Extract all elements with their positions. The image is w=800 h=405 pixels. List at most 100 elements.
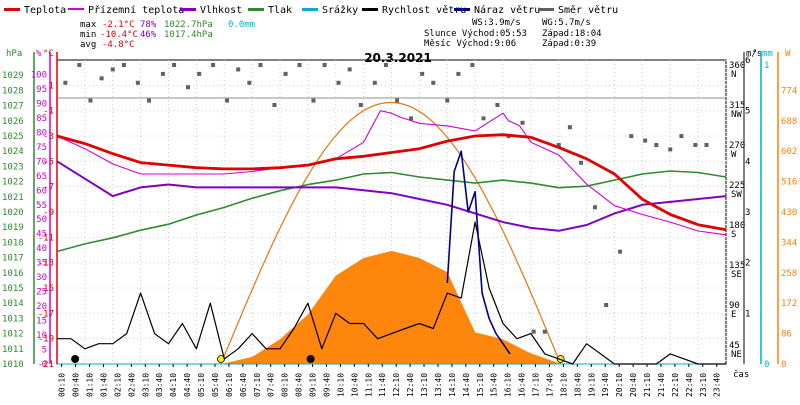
x-tick-label: 09:40 — [322, 373, 331, 397]
wind-direction-point — [654, 143, 659, 147]
stat-max-temp: -2.1°C — [102, 20, 135, 30]
series-pressure-line — [56, 170, 727, 253]
axis-tick-dir-value: 315 — [729, 101, 745, 111]
wind-direction-point — [470, 63, 475, 67]
legend-swatch-wind — [362, 8, 378, 11]
axis-tick-temp: -21 — [38, 360, 54, 370]
axis-tick-wind: 2 — [745, 259, 750, 269]
wind-direction-layer — [63, 63, 709, 334]
legend-label-hum: Vlhkost — [200, 5, 242, 16]
legend-swatch-ground — [68, 8, 84, 10]
series-temperature-line — [56, 133, 727, 232]
axis-tick-temp: -11 — [38, 233, 54, 243]
stat-max-rain: 0.0mm — [228, 20, 255, 30]
wind-direction-point — [146, 98, 151, 103]
axis-tick-solar: 86 — [781, 330, 792, 340]
x-tick-label: 17:10 — [532, 373, 541, 397]
x-tick-label: 08:10 — [281, 373, 290, 397]
legend: Teplota Přízemní teplota Vlhkost Tlak Sr… — [4, 4, 618, 16]
axis-tick-wind: 3 — [745, 208, 750, 218]
wind-direction-point — [358, 103, 363, 107]
axis-tick-percent: 0 — [42, 360, 47, 370]
moonset-marker — [71, 355, 80, 363]
axis-tick-dir-name: NW — [731, 110, 742, 120]
axis-tick-percent: 25 — [36, 288, 47, 298]
axis-tick-temp: -13 — [38, 259, 54, 269]
axis-tick-percent: 55 — [36, 201, 47, 211]
axis-tick-percent: 20 — [36, 302, 47, 312]
wind-direction-point — [567, 125, 572, 130]
axis-tick-percent: 5 — [42, 346, 47, 356]
x-tick-label: 05:40 — [211, 373, 220, 397]
axis-tick-temp: -5 — [43, 157, 54, 167]
wind-direction-point — [311, 98, 316, 103]
legend-label-rain: Srážky — [322, 4, 358, 16]
x-tick-label: 06:10 — [225, 373, 234, 397]
wind-direction-point — [272, 103, 277, 107]
axis-tick-hPa: 1021 — [2, 193, 24, 203]
axis-tick-percent: 95 — [36, 85, 47, 95]
x-axis-label: čas — [733, 369, 749, 380]
x-tick-label: 13:10 — [420, 373, 429, 397]
x-tick-label: 07:40 — [267, 373, 276, 397]
x-tick-label: 11:10 — [364, 373, 373, 397]
wind-direction-point — [322, 63, 327, 67]
wind-direction-point — [643, 138, 648, 143]
axis-tick-percent: 15 — [36, 317, 47, 327]
axis-tick-percent: 40 — [36, 244, 47, 254]
axis-tick-hPa: 1019 — [2, 223, 24, 233]
axis-tick-dir-value: 360 — [729, 61, 745, 71]
axis-tick-solar: 430 — [781, 208, 797, 218]
axis-tick-percent: 35 — [36, 259, 47, 269]
wind-direction-point — [668, 147, 673, 152]
x-tick-label: 15:10 — [476, 373, 485, 397]
wind-direction-point — [121, 63, 126, 67]
axis-tick-temp: -15 — [38, 284, 54, 294]
legend-item-wind: Rychlost větru — [362, 4, 466, 16]
legend-label-gust: Náraz větru — [474, 4, 540, 16]
axis-label-hPa: hPa — [6, 49, 22, 59]
stat-max-press: 1022.7hPa — [164, 20, 213, 30]
axis-tick-dir-value: 45 — [729, 341, 740, 351]
axis-label-wind: m/s — [746, 49, 762, 59]
x-tick-label: 09:10 — [309, 373, 318, 397]
legend-item-rain: Srážky — [302, 4, 358, 16]
stat-min-hum: 46% — [140, 30, 157, 40]
wind-direction-point — [247, 80, 252, 85]
wind-direction-point — [258, 63, 263, 67]
axis-tick-wind: 5 — [745, 107, 750, 117]
wind-direction-point — [409, 116, 414, 121]
axis-tick-dir-name: N — [731, 70, 736, 80]
wind-direction-point — [420, 71, 425, 76]
x-tick-label: 16:10 — [504, 373, 513, 397]
wind-direction-point — [88, 98, 93, 103]
axis-tick-dir-name: SE — [731, 270, 742, 280]
axis-tick-hPa: 1029 — [2, 71, 24, 81]
series-gust-line — [446, 150, 511, 355]
axis-tick-percent: 30 — [36, 273, 47, 283]
series-sun-curve — [220, 101, 562, 365]
axis-tick-hPa: 1016 — [2, 269, 24, 279]
axis-tick-dir-value: 225 — [729, 181, 745, 191]
x-tick-label: 19:40 — [601, 373, 610, 397]
axis-tick-temp: -9 — [43, 208, 54, 218]
axis-tick-dir-value: 270 — [729, 141, 745, 151]
axis-tick-rain: 0 — [764, 360, 769, 370]
stat-sun: Slunce Východ:05:53 — [424, 29, 527, 39]
wind-direction-point — [431, 80, 436, 85]
wind-direction-point — [592, 205, 597, 210]
axis-tick-percent: 45 — [36, 230, 47, 240]
wind-direction-point — [236, 67, 241, 72]
axis-tick-hPa: 1023 — [2, 162, 24, 172]
x-tick-label: 06:40 — [239, 373, 248, 397]
x-tick-label: 04:40 — [183, 373, 192, 397]
wind-direction-point — [197, 71, 202, 76]
legend-swatch-gust — [454, 8, 470, 11]
axis-tick-percent: 65 — [36, 172, 47, 182]
x-tick-label: 21:10 — [643, 373, 652, 397]
stat-avg-temp: -4.8°C — [102, 40, 135, 50]
axis-label-dir: ° — [752, 49, 757, 59]
axis-tick-hPa: 1018 — [2, 238, 24, 248]
series-ground-temp-line — [56, 110, 727, 236]
legend-item-press: Tlak — [248, 5, 292, 16]
